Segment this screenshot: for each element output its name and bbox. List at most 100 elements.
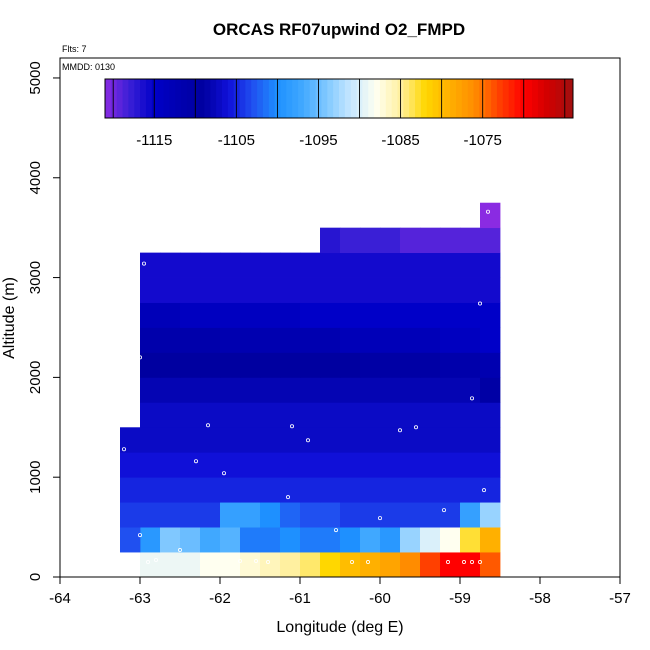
colorbar-swatch [204,79,211,118]
heatmap-cell [360,327,381,353]
heatmap-cell [280,527,301,553]
sample-point [205,423,210,428]
colorbar-swatch [514,79,521,118]
heatmap-cell [200,452,221,478]
heatmap-cell [380,502,401,528]
sample-point [153,558,158,563]
heatmap-cell [480,227,501,254]
sample-point [285,495,290,500]
heatmap-cell [380,552,401,578]
heatmap-cell [360,402,381,428]
heatmap-cell [420,527,441,553]
sample-point [377,516,382,521]
heatmap-cell [220,427,241,453]
colorbar-swatch [227,79,235,118]
heatmap-cell [160,452,181,478]
sample-point [397,428,402,433]
colorbar-swatch [473,79,480,118]
colorbar-swatch [145,79,153,118]
heatmap-cell [140,402,161,428]
flights-annotation: Flts: 7 [62,44,87,54]
heatmap-cell [380,352,401,378]
x-tick-label: -57 [609,590,631,607]
heatmap-cell [420,352,441,378]
sample-point [469,560,474,565]
heatmap-cell [240,252,261,278]
heatmap-cell [140,352,161,378]
colorbar-swatch [245,79,252,118]
heatmap-cell [260,552,281,578]
colorbar-swatch [344,79,352,118]
heatmap-cell [200,502,221,528]
colorbar-swatch [303,79,311,118]
heatmap-cell [420,227,441,254]
heatmap-cell [140,377,161,403]
heatmap-cell [180,502,201,528]
heatmap-cell [440,252,461,278]
colorbar-swatch [128,79,135,118]
sample-point [253,559,258,564]
heatmap-cell [440,502,461,528]
heatmap-cell [340,302,361,328]
heatmap-cell [280,302,301,328]
heatmap-cell [200,402,221,428]
colorbar-swatch [350,79,358,118]
heatmap-cell [440,352,461,378]
heatmap-cell [240,427,261,453]
heatmap-cell [120,477,141,503]
heatmap-cell [420,477,441,503]
heatmap-cell [180,552,201,578]
heatmap-cell [460,302,481,328]
heatmap-cell [360,477,381,503]
heatmap-cell [400,302,421,328]
heatmap-cell [240,377,261,403]
x-axis-ticks: -64 -63 -62 -61 -60 -59 -58 -57 [49,577,631,607]
colorbar-frame [104,78,574,119]
heatmap-cell [260,527,281,553]
colorbar-swatch [327,79,334,118]
colorbar-swatch [450,79,457,118]
sample-point [221,471,226,476]
y-tick-label: 0 [27,573,44,581]
heatmap-cell [320,502,341,528]
heatmap-cell [180,377,201,403]
heatmap-cell [220,552,241,578]
heatmap-cell [460,252,481,278]
heatmap-cell [400,402,421,428]
heatmap-cell [280,452,301,478]
heatmap-cell [160,327,181,353]
sample-point [137,533,142,538]
heatmap-cell [380,252,401,278]
colorbar-swatch [192,79,200,118]
colorbar-swatch [485,79,492,118]
heatmap-cell [260,402,281,428]
sample-point [137,355,142,360]
heatmap-cell [300,527,321,553]
x-tick-label: -58 [529,590,551,607]
heatmap-cell [220,402,241,428]
heatmap-cell [480,552,501,578]
heatmap-cell [380,302,401,328]
colorbar-swatch [181,79,188,118]
heatmap-cell [340,227,361,254]
colorbar-swatch [339,79,346,118]
heatmap-cell [320,402,341,428]
colorbar-swatch [169,79,176,118]
heatmap-cell [320,552,341,578]
y-tick-label: 2000 [27,361,44,394]
heatmap-cell [360,302,381,328]
heatmap-cell [300,302,321,328]
heatmap-cell [460,352,481,378]
colorbar-swatch [385,79,393,118]
colorbar-swatch [333,79,340,118]
colorbar-swatch [508,79,515,118]
heatmap-cell [200,377,221,403]
mmdd-annotation: MMDD: 0130 [62,62,115,72]
heatmap-cell [280,377,301,403]
heatmap-cell [440,452,461,478]
heatmap-cell [160,402,181,428]
heatmap-cell [140,477,161,503]
colorbar-swatch [286,79,293,118]
heatmap-cell [400,252,421,278]
x-tick-label: -64 [49,590,71,607]
